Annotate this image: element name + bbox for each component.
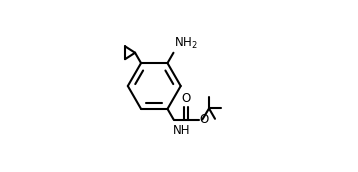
Text: O: O — [200, 113, 209, 126]
Text: O: O — [182, 92, 191, 105]
Text: NH$_2$: NH$_2$ — [174, 36, 198, 51]
Text: NH: NH — [173, 124, 190, 137]
